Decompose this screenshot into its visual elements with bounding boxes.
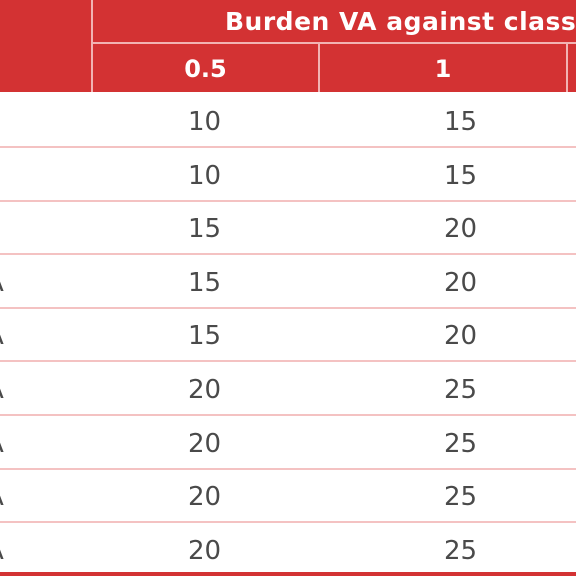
table-row: A 15 20 — [0, 255, 576, 309]
table-row: A 20 25 — [0, 523, 576, 576]
table-row: A 20 25 — [0, 416, 576, 470]
cell-class-1: 15 — [444, 107, 478, 137]
cell-class-0-5: 10 — [188, 161, 222, 191]
cell-class-0-5: 15 — [188, 268, 222, 298]
cell-class-1: 25 — [444, 375, 478, 405]
row-label: A — [0, 362, 26, 414]
table-row: A 15 20 — [0, 308, 576, 362]
row-label — [0, 148, 26, 200]
cell-class-0-5: 20 — [188, 429, 222, 459]
table-bottom-rule — [0, 572, 576, 576]
header-divider — [93, 42, 576, 44]
row-label: A — [0, 255, 26, 307]
cell-class-1: 20 — [444, 214, 478, 244]
row-label: A — [0, 308, 26, 360]
row-label: A — [0, 469, 26, 521]
column-header-class-1: 1 — [434, 55, 452, 83]
table-header: Burden VA against class 0.5 1 — [0, 0, 576, 92]
cell-class-0-5: 15 — [188, 321, 222, 351]
cell-class-0-5: 20 — [188, 536, 222, 566]
row-label — [0, 94, 26, 146]
cell-class-0-5: 10 — [188, 107, 222, 137]
column-divider — [566, 44, 568, 92]
table-row: A 20 25 — [0, 469, 576, 523]
cell-class-0-5: 15 — [188, 214, 222, 244]
cell-class-0-5: 20 — [188, 375, 222, 405]
column-header-class-0-5: 0.5 — [184, 55, 227, 83]
group-header-burden: Burden VA against class — [225, 7, 576, 36]
table-row: 10 15 — [0, 94, 576, 148]
cell-class-1: 25 — [444, 429, 478, 459]
cell-class-0-5: 20 — [188, 482, 222, 512]
row-label — [0, 201, 26, 253]
cell-class-1: 20 — [444, 268, 478, 298]
row-label: A — [0, 523, 26, 575]
table-row: 15 20 — [0, 201, 576, 255]
cell-class-1: 25 — [444, 482, 478, 512]
row-label: A — [0, 416, 26, 468]
table-row: 10 15 — [0, 148, 576, 202]
header-corner-cell — [0, 0, 93, 92]
column-divider — [318, 44, 320, 92]
table-row: A 20 25 — [0, 362, 576, 416]
cell-class-1: 20 — [444, 321, 478, 351]
cell-class-1: 15 — [444, 161, 478, 191]
cell-class-1: 25 — [444, 536, 478, 566]
